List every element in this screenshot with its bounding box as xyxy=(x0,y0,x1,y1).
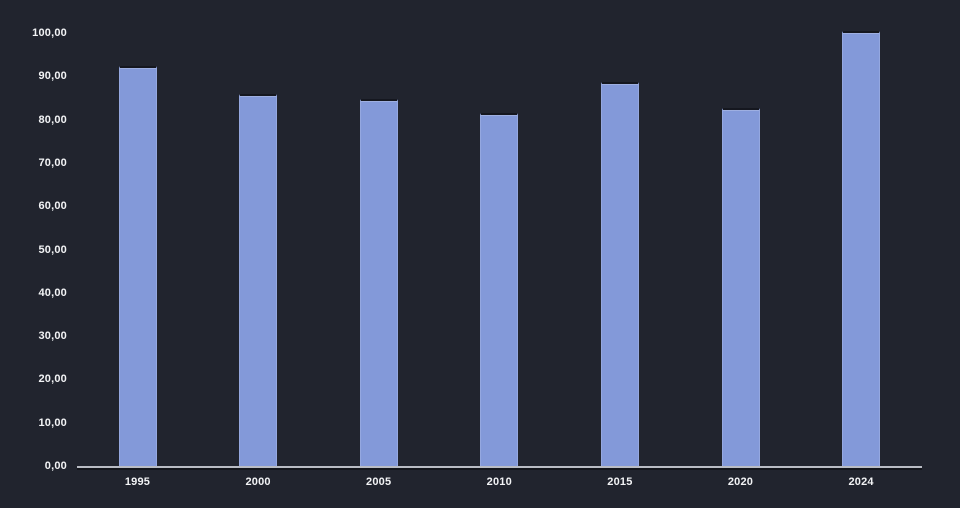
y-axis-label: 70,00 xyxy=(38,156,67,169)
y-axis-label: 80,00 xyxy=(38,113,67,126)
y-axis-label: 60,00 xyxy=(38,200,67,213)
x-axis-label: 2000 xyxy=(245,476,271,488)
y-axis-label: 30,00 xyxy=(38,330,67,343)
bar xyxy=(600,82,639,466)
y-axis-label: 20,00 xyxy=(38,373,67,386)
bar xyxy=(480,113,519,466)
bar xyxy=(239,94,278,466)
y-axis-label: 10,00 xyxy=(38,416,67,429)
x-axis-label: 2005 xyxy=(366,476,392,488)
y-axis-label: 90,00 xyxy=(38,70,67,83)
bar xyxy=(721,108,760,466)
bar xyxy=(842,31,881,466)
y-axis-label: 100,00 xyxy=(32,27,67,39)
x-axis-label: 2024 xyxy=(848,476,874,488)
y-axis-label: 40,00 xyxy=(38,286,67,299)
x-axis-label: 1995 xyxy=(124,476,151,488)
x-axis-label: 2015 xyxy=(607,476,633,488)
x-axis-label: 2020 xyxy=(727,476,754,488)
bar xyxy=(118,65,157,466)
y-axis-label: 50,00 xyxy=(38,243,67,256)
bar xyxy=(359,98,398,466)
x-axis-line xyxy=(77,466,922,468)
x-axis-label: 2010 xyxy=(486,476,512,488)
y-axis-label: 0,00 xyxy=(44,460,67,472)
